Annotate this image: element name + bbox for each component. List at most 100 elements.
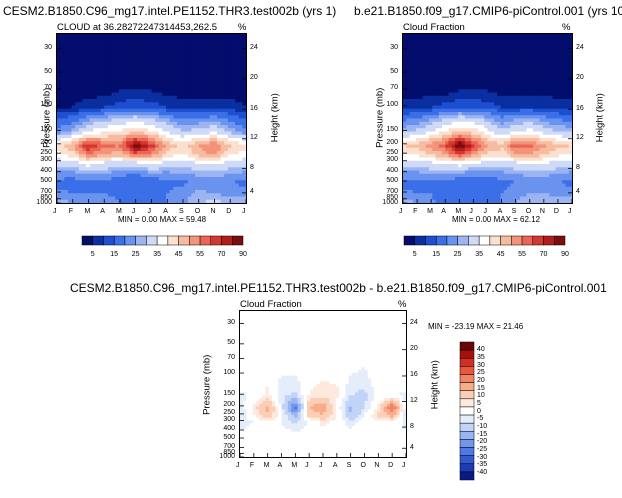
heatmap-cell xyxy=(140,40,145,45)
heatmap-cell xyxy=(484,167,489,172)
heatmap-cell xyxy=(464,60,469,64)
heatmap-cell xyxy=(416,69,420,74)
heatmap-cell xyxy=(481,115,485,120)
heatmap-cell xyxy=(500,125,505,129)
heatmap-cell xyxy=(216,186,222,191)
heatmap-cell xyxy=(136,128,142,133)
heatmap-cell xyxy=(552,138,557,142)
heatmap-cell xyxy=(111,76,116,81)
heatmap-cell xyxy=(510,141,515,146)
heatmap-cell xyxy=(147,160,153,165)
heatmap-cell xyxy=(464,121,469,126)
heatmap-cell xyxy=(118,95,124,100)
heatmap-cell xyxy=(151,69,156,74)
heatmap-cell xyxy=(487,125,492,129)
heatmap-cell xyxy=(429,128,433,133)
heatmap-cell xyxy=(89,60,94,64)
heatmap-cell xyxy=(484,128,489,133)
heatmap-cell xyxy=(133,134,138,139)
heatmap-cell xyxy=(187,66,193,71)
heatmap-cell xyxy=(419,34,424,38)
heatmap-cell xyxy=(555,164,560,168)
heatmap-cell xyxy=(503,115,508,120)
heatmap-cell xyxy=(100,118,105,123)
heatmap-cell xyxy=(195,125,200,129)
heatmap-cell xyxy=(238,69,243,74)
heatmap-cell xyxy=(133,43,138,48)
heatmap-cell xyxy=(144,112,149,116)
heatmap-cell xyxy=(122,95,127,100)
heatmap-cell xyxy=(481,34,485,38)
heatmap-cell xyxy=(422,164,427,168)
heatmap-cell xyxy=(89,134,94,139)
heatmap-cell xyxy=(490,144,495,149)
heatmap-cell xyxy=(549,89,554,94)
heatmap-cell xyxy=(57,180,62,185)
heatmap-cell xyxy=(231,164,236,168)
heatmap-cell xyxy=(166,141,171,146)
heatmap-cell xyxy=(60,199,65,203)
heatmap-cell xyxy=(513,73,518,77)
heatmap-cell xyxy=(206,108,211,113)
heatmap-cell xyxy=(216,167,222,172)
heatmap-cell xyxy=(555,105,560,110)
heatmap-cell xyxy=(136,56,142,61)
heatmap-cell xyxy=(552,125,557,129)
heatmap-cell xyxy=(104,193,109,198)
heatmap-cell xyxy=(458,147,463,152)
heatmap-cell xyxy=(206,34,211,38)
heatmap-cell xyxy=(100,164,105,168)
heatmap-cell xyxy=(206,190,211,194)
heatmap-cell xyxy=(435,105,440,110)
heatmap-cell xyxy=(126,160,131,165)
heatmap-cell xyxy=(455,125,459,129)
heatmap-cell xyxy=(227,63,233,68)
heatmap-cell xyxy=(191,167,196,172)
heatmap-cell xyxy=(133,147,138,152)
heatmap-cell xyxy=(445,134,450,139)
heatmap-cell xyxy=(546,43,550,48)
heatmap-cell xyxy=(542,112,547,116)
heatmap-cell xyxy=(513,76,518,81)
heatmap-cell xyxy=(107,69,113,74)
heatmap-cell xyxy=(552,131,557,136)
heatmap-cell xyxy=(166,34,171,38)
heatmap-cell xyxy=(151,144,156,149)
heatmap-cell xyxy=(419,69,424,74)
heatmap-cell xyxy=(422,151,427,155)
heatmap-cell xyxy=(568,86,572,90)
heatmap-cell xyxy=(494,76,498,81)
heatmap-cell xyxy=(111,99,116,103)
heatmap-cell xyxy=(166,173,171,178)
heatmap-cell xyxy=(100,170,105,175)
heatmap-cell xyxy=(89,102,94,107)
heatmap-cell xyxy=(448,128,453,133)
heatmap-cell xyxy=(526,115,531,120)
heatmap-cell xyxy=(412,76,417,81)
heatmap-cell xyxy=(126,138,131,142)
heatmap-cell xyxy=(565,134,570,139)
heatmap-cell xyxy=(166,108,171,113)
heatmap-cell xyxy=(429,118,433,123)
heatmap-cell xyxy=(552,79,557,84)
heatmap-cell xyxy=(429,157,433,162)
heatmap-cell xyxy=(216,86,222,90)
heatmap-cell xyxy=(133,115,138,120)
heatmap-cell xyxy=(126,115,131,120)
heatmap-cell xyxy=(96,79,102,84)
heatmap-cell xyxy=(136,118,142,123)
heatmap-cell xyxy=(438,34,443,38)
heatmap-cell xyxy=(104,63,109,68)
heatmap-cell xyxy=(503,40,508,45)
heatmap-cell xyxy=(559,167,563,172)
heatmap-cell xyxy=(549,60,554,64)
heatmap-cell xyxy=(477,131,482,136)
heatmap-cell xyxy=(71,128,76,133)
heatmap-cell xyxy=(64,190,69,194)
heatmap-cell xyxy=(107,196,113,201)
heatmap-cell xyxy=(122,105,127,110)
heatmap-cell xyxy=(451,37,456,42)
heatmap-cell xyxy=(96,144,102,149)
heatmap-cell xyxy=(442,86,446,90)
heatmap-cell xyxy=(533,170,537,175)
